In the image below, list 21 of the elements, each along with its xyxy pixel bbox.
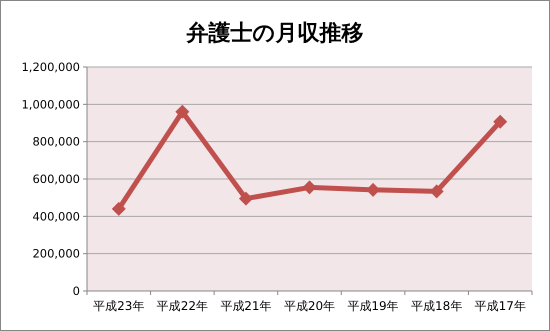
point — [493, 114, 508, 129]
x-tick-label: 平成20年 — [284, 299, 336, 313]
chart-title: 弁護士の月収推移 — [186, 21, 364, 46]
x-tick-label: 平成22年 — [156, 299, 208, 313]
y-tick-label: 1,200,000 — [21, 60, 80, 74]
x-tick-label: 平成21年 — [220, 299, 272, 313]
y-tick-label: 600,000 — [32, 172, 80, 186]
y-tick-label: 800,000 — [32, 134, 80, 149]
y-tick-label: 0 — [72, 284, 80, 298]
point — [175, 104, 190, 119]
point — [238, 192, 253, 206]
y-tick-label: 400,000 — [32, 209, 80, 224]
y-tick-label: 200,000 — [32, 246, 80, 261]
y-tick-label: 1,000,000 — [21, 97, 80, 112]
point — [112, 202, 126, 216]
x-tick-label: 平成18年 — [411, 299, 462, 313]
x-tick-label: 平成17年 — [474, 299, 526, 313]
point — [430, 184, 444, 198]
x-tick-label: 平成23年 — [93, 299, 144, 313]
x-tick-label: 平成19年 — [347, 299, 399, 313]
point — [302, 180, 316, 194]
